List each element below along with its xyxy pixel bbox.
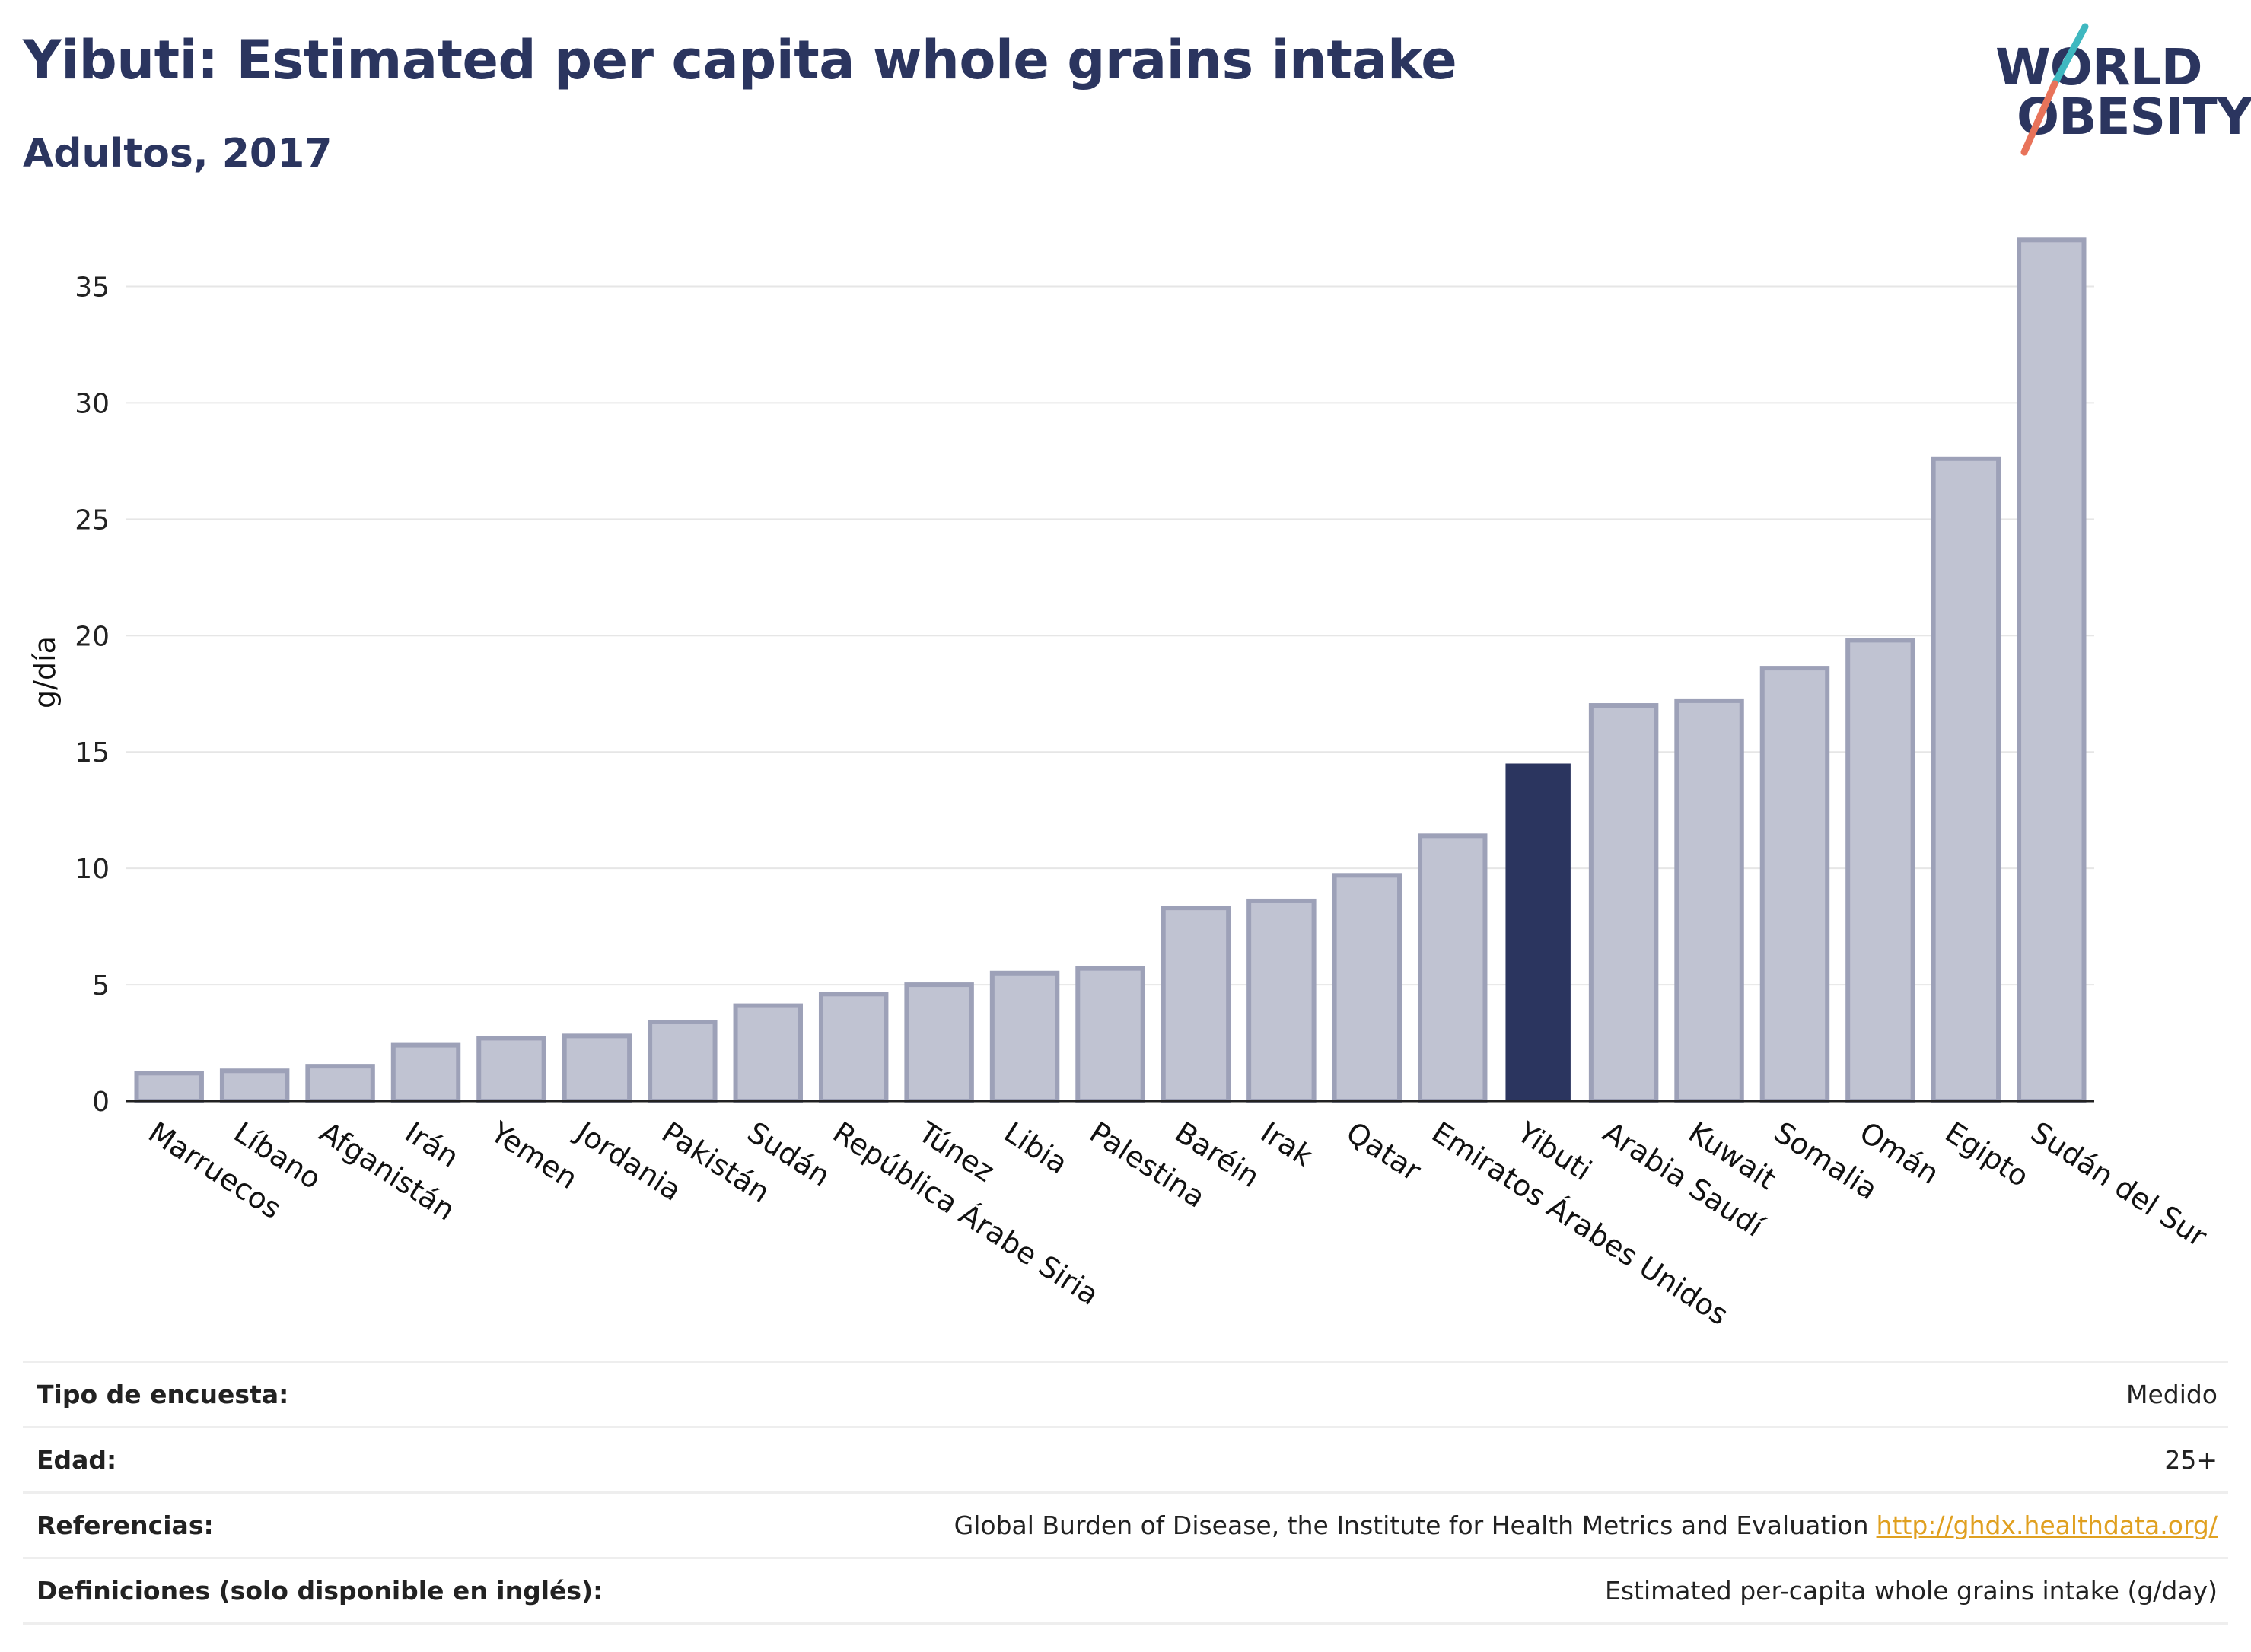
bar [648,1020,718,1104]
metadata-row-age: Edad: 25+ [23,1426,2228,1491]
bar [134,1071,204,1104]
metadata-label: Edad: [37,1445,117,1475]
bar [989,970,1060,1103]
reference-link[interactable]: http://ghdx.healthdata.org/ [1876,1510,2218,1540]
bar [1418,833,1488,1103]
bar [390,1042,461,1104]
bar [305,1064,375,1103]
bar [562,1033,632,1103]
metadata-row-definitions: Definiciones (solo disponible en inglés)… [23,1557,2228,1625]
metadata-table: Tipo de encuesta: Medido Edad: 25+ Refer… [23,1361,2228,1625]
bar [1246,898,1317,1103]
metadata-label: Tipo de encuesta: [37,1380,289,1409]
metadata-label: Referencias: [37,1510,214,1540]
y-tick-label: 30 [75,388,110,419]
bar-highlighted [1505,763,1571,1101]
reference-text: Global Burden of Disease, the Institute … [954,1510,1869,1540]
logo-word-obesity: OBESITY [2017,88,2251,146]
chart-subtitle: Adultos, 2017 [23,131,333,177]
y-tick-label: 20 [75,621,110,652]
bar [1674,698,1744,1103]
metadata-value: 25+ [2164,1445,2218,1475]
bar [1075,966,1145,1103]
metadata-row-references: Referencias: Global Burden of Disease, t… [23,1491,2228,1557]
logo-word-world: WORLD [1995,38,2203,97]
bar [1845,638,1915,1103]
bar [1161,906,1231,1104]
bar [1759,666,1830,1103]
bar [818,992,889,1104]
bar [904,982,974,1103]
bar [1588,703,1659,1103]
x-tick-label: Qatar [1340,1116,1427,1188]
bar [219,1068,290,1103]
y-tick-label: 35 [75,272,110,303]
x-tick-label: Libia [998,1116,1074,1181]
bar [1931,456,2001,1104]
bar [2017,237,2087,1103]
bar [1332,873,1402,1103]
y-tick-label: 5 [92,970,110,1001]
metadata-value: Medido [2125,1380,2218,1409]
metadata-row-survey-type: Tipo de encuesta: Medido [23,1361,2228,1426]
y-tick-label: 0 [92,1087,110,1118]
logo-slash-icon [2020,23,2089,156]
metadata-value-references: Global Burden of Disease, the Institute … [954,1510,2218,1540]
y-tick-label: 10 [75,854,110,885]
bar-chart: 05101520253035g/díaMarruecosLíbanoAfgani… [28,237,2213,1332]
x-tick-label: Yemen [484,1115,584,1195]
y-tick-label: 15 [75,737,110,769]
world-obesity-logo: WORLD OBESITY [1986,23,2251,160]
metadata-label: Definiciones (solo disponible en inglés)… [37,1576,603,1606]
y-axis-label: g/día [28,636,62,708]
y-tick-label: 25 [75,505,110,536]
metadata-value: Estimated per-capita whole grains intake… [1605,1576,2218,1606]
x-tick-label: Egipto [1939,1116,2034,1194]
bar [733,1003,803,1104]
bar [476,1036,546,1104]
x-tick-label: Sudán del Sur [2025,1116,2213,1254]
chart-title: Yibuti: Estimated per capita whole grain… [23,29,1457,91]
